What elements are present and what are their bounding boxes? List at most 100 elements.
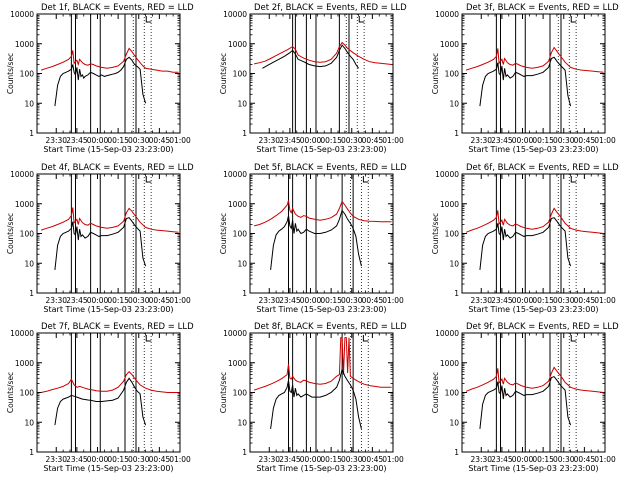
x-tick-label: 01:00	[594, 455, 616, 464]
x-tick-label: 23:30	[470, 296, 492, 305]
x-tick-label: 23:30	[45, 296, 67, 305]
x-axis-label: Start Time (15-Sep-03 23:23:00)	[256, 464, 386, 473]
x-axis-label: Start Time (15-Sep-03 23:23:00)	[468, 464, 598, 473]
series-line-lld	[40, 207, 179, 233]
y-tick-label: 1	[29, 448, 34, 457]
x-tick-label: 00:30	[553, 296, 575, 305]
x-tick-label: 01:00	[594, 296, 616, 305]
x-tick-label: 23:45	[279, 136, 301, 145]
y-tick-label: 1000	[15, 359, 34, 368]
series-line-lld	[465, 207, 604, 234]
saa-marker	[145, 16, 152, 23]
y-tick-label: 10	[237, 259, 247, 268]
x-tick-label: 23:30	[258, 296, 280, 305]
x-tick-label: 23:45	[491, 136, 513, 145]
saa-marker	[570, 335, 577, 342]
x-tick-label: 00:30	[128, 296, 150, 305]
series-line-events	[479, 376, 572, 429]
x-tick-label: 01:00	[382, 455, 404, 464]
series-line-lld	[253, 337, 392, 391]
saa-marker	[362, 335, 369, 342]
y-tick-label: 100	[445, 389, 460, 398]
plot-frame	[36, 13, 181, 134]
chart-panel-2: Det 2f, BLACK = Events, RED = LLD 1 10 100 1…	[219, 3, 407, 154]
series-line-events	[270, 367, 362, 430]
chart-title: Det 5f, BLACK = Events, RED = LLD	[254, 163, 407, 173]
y-tick-label: 1	[242, 448, 247, 457]
x-tick-label: 00:30	[128, 136, 150, 145]
x-tick-label: 23:45	[66, 455, 88, 464]
x-axis-label: Start Time (15-Sep-03 23:23:00)	[468, 145, 598, 154]
x-tick-label: 01:00	[169, 455, 191, 464]
x-tick-label: 00:00	[512, 296, 534, 305]
x-tick-label: 23:45	[491, 455, 513, 464]
y-tick-label: 1000	[15, 40, 34, 49]
x-tick-label: 00:15	[532, 296, 554, 305]
chart-panel-6: Det 6f, BLACK = Events, RED = LLD 1 10 100 1…	[431, 163, 619, 314]
y-tick-label: 1000	[15, 200, 34, 209]
x-tick-label: 23:45	[66, 136, 88, 145]
y-tick-label: 10	[237, 418, 247, 427]
plot-frame	[461, 332, 606, 453]
saa-marker	[362, 176, 369, 183]
plot-frame	[461, 13, 606, 134]
x-axis-label: Start Time (15-Sep-03 23:23:00)	[468, 305, 598, 314]
y-tick-label: 1000	[440, 359, 459, 368]
x-tick-label: 00:30	[341, 136, 363, 145]
chart-panel-1: Det 1f, BLACK = Events, RED = LLD 1 10 100 1…	[6, 3, 194, 154]
y-axis-label: Counts/sec	[219, 213, 228, 254]
y-tick-label: 10000	[10, 329, 34, 338]
x-tick-label: 00:15	[107, 296, 129, 305]
plot-frame	[249, 332, 394, 453]
chart-panel-7: Det 7f, BLACK = Events, RED = LLD 1 10 100 1…	[6, 322, 194, 473]
x-tick-label: 01:00	[169, 296, 191, 305]
y-tick-label: 10000	[223, 10, 247, 19]
x-tick-label: 00:45	[362, 455, 384, 464]
saa-marker	[570, 176, 577, 183]
x-tick-label: 23:30	[258, 136, 280, 145]
x-axis-label: Start Time (15-Sep-03 23:23:00)	[256, 145, 386, 154]
y-tick-label: 10	[449, 99, 459, 108]
y-axis-label: Counts/sec	[219, 53, 228, 94]
chart-title: Det 7f, BLACK = Events, RED = LLD	[41, 322, 194, 332]
x-tick-label: 00:00	[87, 455, 109, 464]
chart-panel-3: Det 3f, BLACK = Events, RED = LLD 1 10 100 1…	[431, 3, 619, 154]
y-tick-label: 100	[445, 230, 460, 239]
x-tick-label: 01:00	[382, 296, 404, 305]
plot-frame	[249, 13, 394, 134]
x-tick-label: 00:15	[320, 455, 342, 464]
y-tick-label: 1000	[228, 200, 247, 209]
y-axis-label: Counts/sec	[6, 53, 15, 94]
saa-marker	[145, 176, 152, 183]
x-tick-label: 00:00	[87, 296, 109, 305]
x-tick-label: 23:30	[470, 136, 492, 145]
y-tick-label: 100	[20, 230, 35, 239]
series-line-lld	[40, 370, 179, 393]
x-tick-label: 23:30	[45, 136, 67, 145]
x-tick-label: 00:15	[532, 455, 554, 464]
x-tick-label: 00:00	[512, 455, 534, 464]
x-tick-label: 00:00	[300, 136, 322, 145]
chart-title: Det 9f, BLACK = Events, RED = LLD	[466, 322, 619, 332]
y-axis-label: Counts/sec	[431, 53, 440, 94]
x-tick-label: 00:15	[320, 296, 342, 305]
y-tick-label: 1	[29, 129, 34, 138]
plot-frame	[461, 173, 606, 294]
series-line-lld	[253, 41, 392, 65]
x-tick-label: 00:45	[149, 455, 171, 464]
series-line-events	[54, 56, 147, 107]
x-tick-label: 01:00	[382, 136, 404, 145]
y-tick-label: 100	[233, 70, 248, 79]
x-tick-label: 00:45	[574, 455, 596, 464]
chart-panel-4: Det 4f, BLACK = Events, RED = LLD 1 10 100 1…	[6, 163, 194, 314]
chart-panel-8: Det 8f, BLACK = Events, RED = LLD 1 10 100 1…	[219, 322, 407, 473]
saa-marker	[358, 16, 365, 23]
x-tick-label: 00:15	[107, 136, 129, 145]
y-tick-label: 10000	[223, 170, 247, 179]
y-tick-label: 1	[454, 448, 459, 457]
y-tick-label: 10000	[435, 170, 459, 179]
x-tick-label: 23:45	[66, 296, 88, 305]
chart-panel-5: Det 5f, BLACK = Events, RED = LLD 1 10 100 1…	[219, 163, 407, 314]
y-tick-label: 10	[24, 418, 34, 427]
y-tick-label: 1	[454, 129, 459, 138]
